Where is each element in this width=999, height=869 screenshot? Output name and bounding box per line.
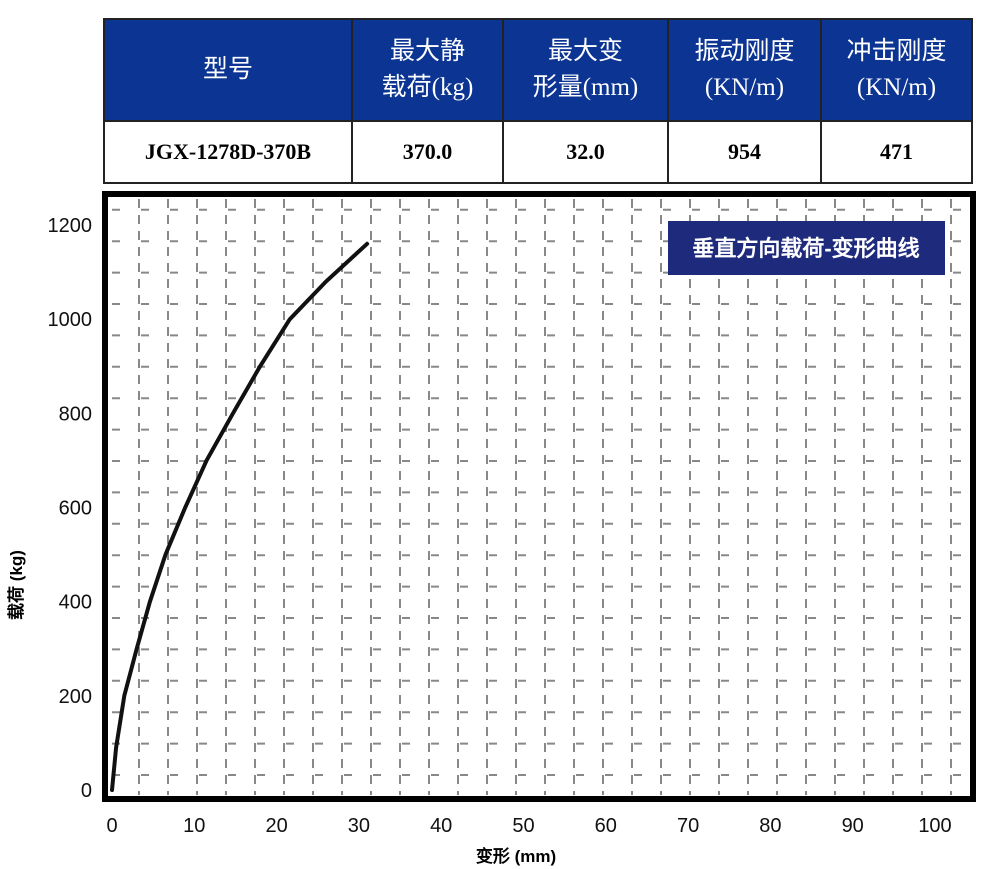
x-tick-label: 40 <box>430 815 452 837</box>
cell-model: JGX-1278D-370B <box>103 120 353 184</box>
header-max-static-load: 最大静 载荷(kg) <box>351 18 504 122</box>
x-tick-label: 20 <box>265 815 287 837</box>
y-tick-label: 1000 <box>48 309 93 331</box>
x-tick-label: 90 <box>842 815 864 837</box>
x-tick-label: 10 <box>183 815 205 837</box>
x-tick-label: 0 <box>106 815 117 837</box>
header-max-deformation: 最大变 形量(mm) <box>502 18 669 122</box>
cell-impact-stiffness: 471 <box>820 120 973 184</box>
grid <box>112 199 970 795</box>
y-tick-label: 1200 <box>48 215 93 237</box>
y-tick-label: 600 <box>59 498 92 520</box>
x-tick-label: 80 <box>759 815 781 837</box>
y-tick-label: 800 <box>59 403 92 425</box>
cell-max-deformation: 32.0 <box>502 120 669 184</box>
y-axis-label: 载荷 (kg) <box>6 550 26 620</box>
series-line <box>110 241 370 792</box>
chart-title: 垂直方向载荷-变形曲线 <box>692 236 919 261</box>
x-tick-label: 30 <box>348 815 370 837</box>
x-axis-label: 变形 (mm) <box>476 846 556 866</box>
y-tick-label: 0 <box>81 780 92 802</box>
plot-frame <box>102 191 976 802</box>
y-tick-label: 200 <box>59 686 92 708</box>
y-tick-label: 400 <box>59 592 92 614</box>
header-vibration-stiffness: 振动刚度 (KN/m) <box>667 18 822 122</box>
x-tick-label: 70 <box>677 815 699 837</box>
load-deformation-chart: 0 10 20 30 40 50 60 70 80 90 100020040060080010001… <box>6 191 976 866</box>
spec-table: 型号 最大静 载荷(kg) 最大变 形量(mm) 振动刚度 (KN/m) 冲击刚度 (K… <box>103 18 973 184</box>
cell-max-static-load: 370.0 <box>351 120 504 184</box>
header-model: 型号 <box>103 18 353 122</box>
x-tick-label: 50 <box>512 815 534 837</box>
table-header-row: 型号 最大静 载荷(kg) 最大变 形量(mm) 振动刚度 (KN/m) 冲击刚度 (K… <box>103 18 973 122</box>
title-box <box>668 221 945 275</box>
header-impact-stiffness: 冲击刚度 (KN/m) <box>820 18 973 122</box>
cell-vibration-stiffness: 954 <box>667 120 822 184</box>
x-tick-label: 100 <box>918 815 951 837</box>
x-tick-label: 60 <box>595 815 617 837</box>
table-row: JGX-1278D-370B 370.0 32.0 954 471 <box>103 120 973 184</box>
